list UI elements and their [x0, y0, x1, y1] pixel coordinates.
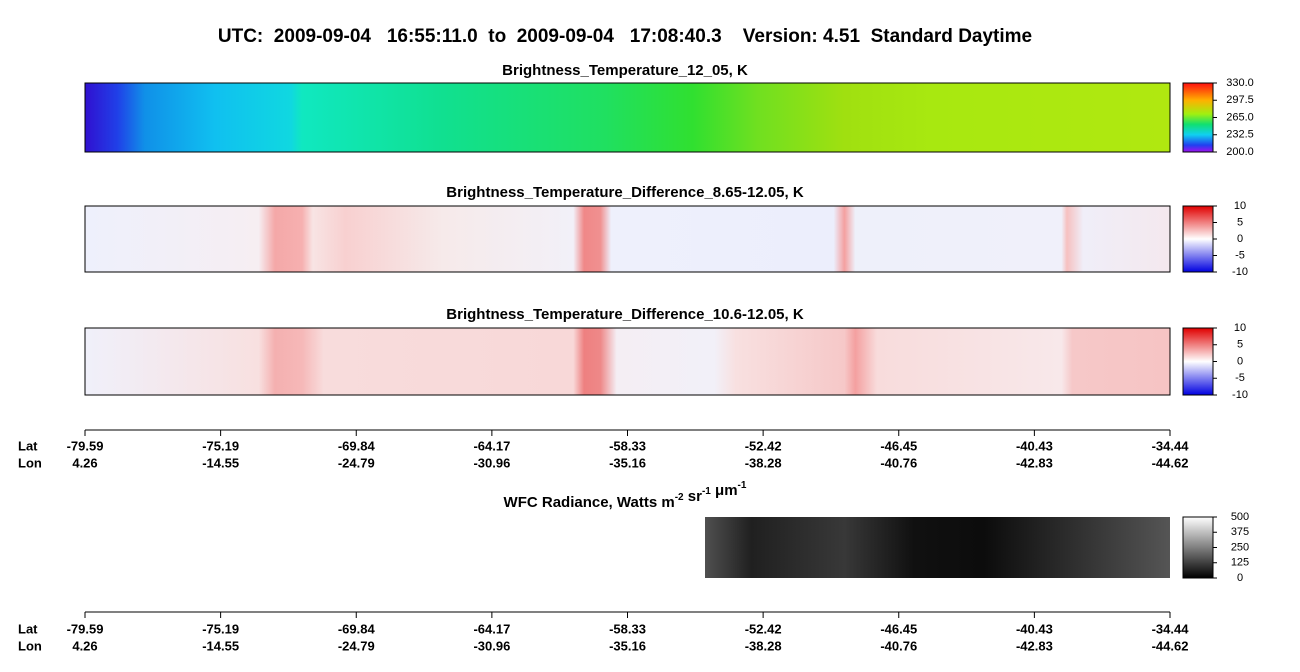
colorbar-tick-label: 330.0	[1226, 77, 1254, 89]
axis-label: Lat	[18, 438, 38, 453]
colorbar	[1182, 516, 1214, 579]
colorbar	[1182, 205, 1214, 273]
lat-label: -34.44	[1152, 621, 1190, 636]
axis-label: Lat	[18, 621, 38, 636]
image-panel	[84, 82, 1171, 153]
lat-label: -64.17	[473, 438, 510, 453]
lat-label: -46.45	[880, 438, 917, 453]
colorbar-tick-label: 500	[1231, 511, 1249, 523]
colorbar-tick-label: -10	[1232, 266, 1248, 278]
lon-label: -42.83	[1016, 455, 1053, 470]
lat-label: -75.19	[202, 621, 239, 636]
lat-label: -58.33	[609, 621, 646, 636]
colorbar-tick-label: 297.5	[1226, 94, 1254, 106]
lon-label: 4.26	[72, 455, 97, 470]
colorbar-tick-label: -5	[1235, 372, 1245, 384]
lon-label: -14.55	[202, 638, 239, 653]
axis-label: Lon	[18, 638, 42, 653]
title-sup: -1	[738, 480, 747, 491]
title-sup: -2	[675, 492, 684, 503]
lat-label: -40.43	[1016, 438, 1053, 453]
lon-label: -35.16	[609, 638, 646, 653]
colorbar-tick-label: 265.0	[1226, 111, 1254, 123]
image-panel	[705, 517, 1170, 578]
colorbar	[1182, 82, 1214, 153]
lat-label: -79.59	[67, 621, 104, 636]
panel-title: Brightness_Temperature_Difference_10.6-1…	[446, 306, 804, 323]
colorbar-tick-label: 0	[1237, 233, 1243, 245]
lon-label: -44.62	[1152, 638, 1189, 653]
colorbar-tick-label: 0	[1237, 355, 1243, 367]
lon-label: -42.83	[1016, 638, 1053, 653]
lon-label: -24.79	[338, 455, 375, 470]
lon-label: -44.62	[1152, 455, 1189, 470]
colorbar-tick-label: -5	[1235, 249, 1245, 261]
colorbar-tick-label: 375	[1231, 526, 1249, 538]
lat-label: -52.42	[745, 621, 782, 636]
colorbar-tick-label: 5	[1237, 339, 1243, 351]
lon-label: -40.76	[880, 638, 917, 653]
colorbar-tick-label: 5	[1237, 216, 1243, 228]
lon-label: -30.96	[473, 455, 510, 470]
lat-label: -69.84	[338, 621, 376, 636]
colorbar-tick-label: 10	[1234, 322, 1246, 334]
lon-label: -30.96	[473, 638, 510, 653]
colorbar-tick-label: 125	[1231, 557, 1249, 569]
lat-label: -79.59	[67, 438, 104, 453]
lat-label: -52.42	[745, 438, 782, 453]
panel-title: Brightness_Temperature_12_05, K	[502, 62, 748, 79]
lon-label: -38.28	[745, 455, 782, 470]
colorbar-tick-label: 10	[1234, 200, 1246, 212]
axis-label: Lon	[18, 455, 42, 470]
title-text: WFC Radiance, Watts m	[504, 494, 675, 511]
image-panel	[84, 205, 1171, 273]
page-title: UTC: 2009-09-04 16:55:11.0 to 2009-09-04…	[218, 26, 1032, 47]
panel-title: WFC Radiance, Watts m-2 sr-1 μm-1	[504, 480, 747, 511]
lat-label: -46.45	[880, 621, 917, 636]
image-panel	[84, 327, 1171, 396]
lat-label: -58.33	[609, 438, 646, 453]
lon-label: -40.76	[880, 455, 917, 470]
lon-label: -38.28	[745, 638, 782, 653]
title-sup: -1	[702, 486, 711, 497]
title-text: sr	[684, 488, 703, 505]
colorbar	[1182, 327, 1214, 396]
lon-label: 4.26	[72, 638, 97, 653]
lat-label: -64.17	[473, 621, 510, 636]
panel-title: Brightness_Temperature_Difference_8.65-1…	[446, 184, 804, 201]
title-text: μm	[711, 482, 738, 499]
lat-label: -34.44	[1152, 438, 1190, 453]
colorbar-tick-label: 0	[1237, 572, 1243, 584]
lon-label: -35.16	[609, 455, 646, 470]
colorbar-tick-label: 250	[1231, 541, 1249, 553]
lon-label: -14.55	[202, 455, 239, 470]
colorbar-tick-label: 232.5	[1226, 129, 1254, 141]
lat-label: -75.19	[202, 438, 239, 453]
lon-label: -24.79	[338, 638, 375, 653]
lat-label: -69.84	[338, 438, 376, 453]
colorbar-tick-label: -10	[1232, 389, 1248, 401]
colorbar-tick-label: 200.0	[1226, 146, 1254, 158]
lat-label: -40.43	[1016, 621, 1053, 636]
